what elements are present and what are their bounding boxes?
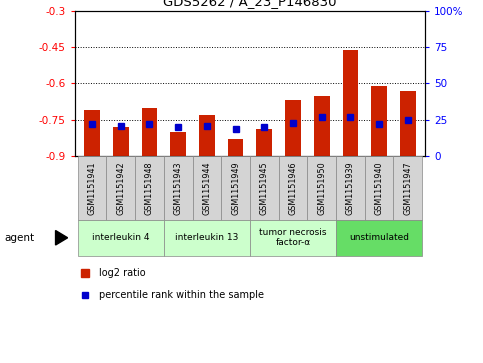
Bar (256, 130, 272, 156)
Title: GDS5262 / A_23_P146830: GDS5262 / A_23_P146830 (163, 0, 337, 8)
Bar (164, 156, 193, 220)
Bar (394, 156, 422, 220)
Text: GSM1151939: GSM1151939 (346, 161, 355, 215)
Bar (336, 220, 422, 256)
Bar (371, 86, 387, 156)
Polygon shape (56, 231, 68, 245)
Text: GSM1151950: GSM1151950 (317, 161, 326, 215)
Bar (199, 115, 215, 156)
Text: tumor necrosis
factor-α: tumor necrosis factor-α (259, 228, 327, 248)
Text: agent: agent (5, 233, 35, 243)
Bar (307, 156, 336, 220)
Text: interleukin 4: interleukin 4 (92, 233, 150, 242)
Bar (113, 127, 128, 156)
Text: GSM1151941: GSM1151941 (87, 161, 97, 215)
Text: percentile rank within the sample: percentile rank within the sample (99, 290, 264, 300)
Bar (164, 220, 250, 256)
Bar (285, 101, 301, 156)
Bar (193, 156, 221, 220)
Bar (250, 220, 336, 256)
Text: GSM1151946: GSM1151946 (288, 161, 298, 215)
Text: GSM1151942: GSM1151942 (116, 161, 125, 215)
Bar (84, 110, 100, 156)
Bar (336, 156, 365, 220)
Text: interleukin 13: interleukin 13 (175, 233, 239, 242)
Text: GSM1151948: GSM1151948 (145, 161, 154, 215)
Bar (142, 108, 157, 156)
Bar (314, 95, 329, 156)
Bar (365, 156, 394, 220)
Text: log2 ratio: log2 ratio (99, 268, 146, 278)
Bar (250, 156, 279, 220)
Text: GSM1151949: GSM1151949 (231, 161, 240, 215)
Bar (221, 156, 250, 220)
Text: GSM1151943: GSM1151943 (174, 161, 183, 215)
Bar (279, 156, 307, 220)
Bar (342, 50, 358, 156)
Bar (135, 156, 164, 220)
Text: GSM1151944: GSM1151944 (202, 161, 212, 215)
Bar (227, 139, 243, 156)
Text: unstimulated: unstimulated (349, 233, 409, 242)
Bar (106, 156, 135, 220)
Bar (78, 156, 106, 220)
Text: GSM1151940: GSM1151940 (375, 161, 384, 215)
Bar (78, 220, 164, 256)
Text: GSM1151947: GSM1151947 (403, 161, 412, 215)
Bar (170, 132, 186, 156)
Bar (400, 91, 416, 156)
Text: GSM1151945: GSM1151945 (260, 161, 269, 215)
